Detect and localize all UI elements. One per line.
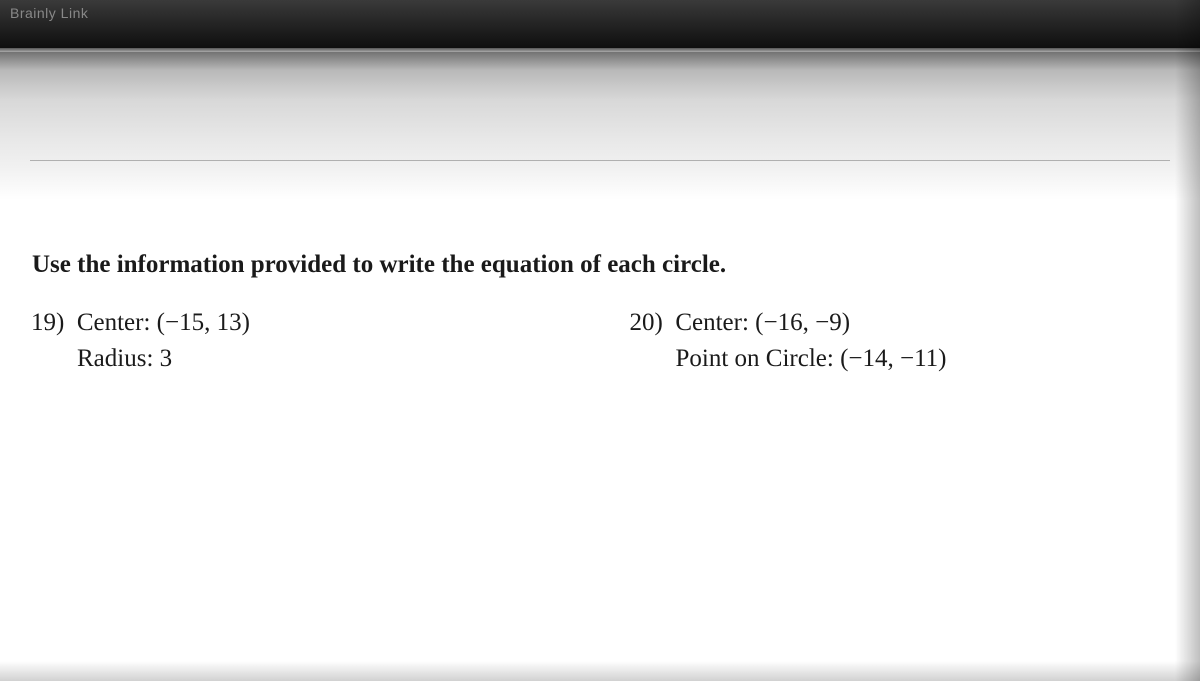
center-label: Center: <box>675 309 749 336</box>
radius-value: 3 <box>160 345 173 372</box>
problem-number: 20) <box>630 309 663 336</box>
problem-19-line1: 19) Center: (−15, 13) <box>31 305 572 341</box>
center-value: (−16, −9) <box>755 309 850 336</box>
point-label: Point on Circle: <box>676 345 834 372</box>
point-value: (−14, −11) <box>840 345 946 372</box>
bezel-divider <box>0 48 1200 52</box>
document-content: Use the information provided to write th… <box>0 160 1200 681</box>
problem-20-line2: Point on Circle: (−14, −11) <box>630 341 1171 377</box>
instructions-heading: Use the information provided to write th… <box>30 251 1170 279</box>
radius-label: Radius: <box>77 345 153 372</box>
tab-label: Brainly Link <box>10 5 88 21</box>
problem-19: 19) Center: (−15, 13) Radius: 3 <box>30 305 572 378</box>
problem-20: 20) Center: (−16, −9) Point on Circle: (… <box>572 305 1171 378</box>
problem-19-line2: Radius: 3 <box>31 341 572 377</box>
screen-frame: Brainly Link Use the information provide… <box>0 0 1200 681</box>
center-value: (−15, 13) <box>157 309 250 336</box>
browser-tab[interactable]: Brainly Link <box>0 5 1200 35</box>
center-label: Center: <box>77 309 151 336</box>
problems-row: 19) Center: (−15, 13) Radius: 3 20) Cent… <box>30 305 1170 378</box>
problem-20-line1: 20) Center: (−16, −9) <box>630 305 1171 341</box>
problem-number: 19) <box>31 309 64 336</box>
section-divider <box>30 160 1170 161</box>
